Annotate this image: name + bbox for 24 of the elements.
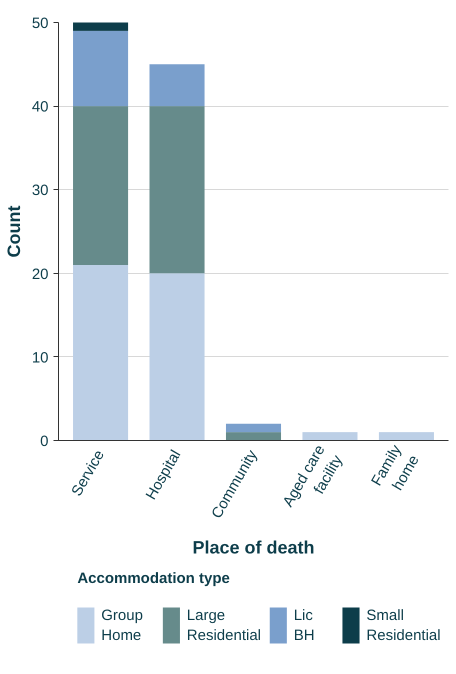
bar	[226, 432, 282, 440]
bar	[226, 424, 282, 432]
bar	[302, 432, 358, 440]
y-axis-title: Count	[4, 206, 24, 258]
y-tick-label: 10	[32, 349, 49, 366]
legend-label: Small Residential	[366, 606, 441, 644]
bar	[150, 64, 205, 106]
y-tick-label: 30	[32, 182, 49, 200]
legend-label: Group Home	[101, 606, 143, 644]
legend-label: Large Residential	[186, 606, 262, 644]
y-tick-label: 20	[32, 266, 49, 283]
legend-title: Accommodation type	[77, 570, 230, 587]
bar	[150, 273, 205, 440]
bar	[73, 264, 128, 440]
legend-label: Lic BH	[294, 606, 315, 644]
y-tick-label: 50	[32, 15, 49, 32]
x-axis-title: Place of death	[192, 537, 315, 558]
bar	[73, 22, 128, 31]
bar	[378, 432, 434, 440]
y-tick-label: 40	[32, 98, 49, 116]
y-tick-label: 0	[40, 433, 48, 450]
bar	[150, 106, 205, 274]
bar	[73, 30, 128, 106]
bar	[73, 106, 128, 265]
